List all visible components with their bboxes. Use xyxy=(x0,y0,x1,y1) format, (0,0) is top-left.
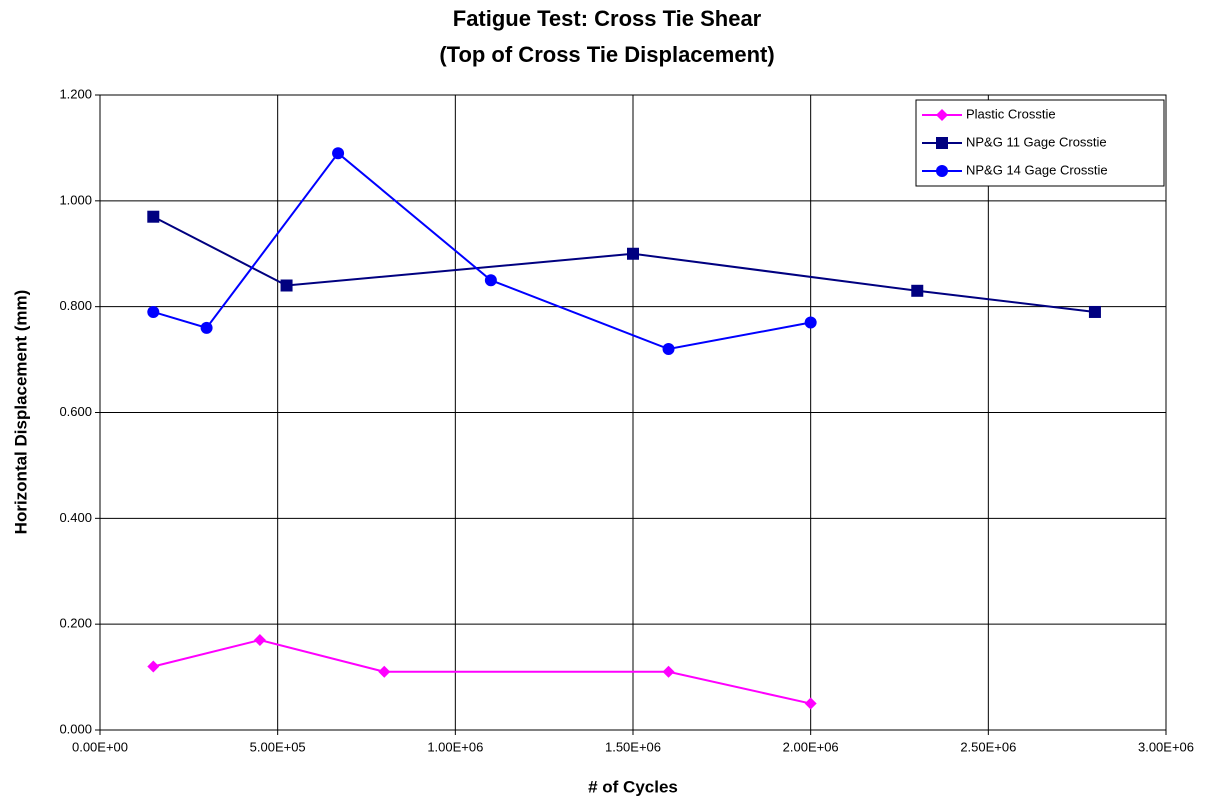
y-axis-label: Horizontal Displacement (mm) xyxy=(11,290,30,535)
marker xyxy=(147,210,160,223)
marker xyxy=(378,665,391,678)
y-tick-label: 0.200 xyxy=(59,616,92,631)
y-tick-label: 0.000 xyxy=(59,721,92,736)
legend-marker xyxy=(936,109,948,121)
marker xyxy=(200,321,213,334)
marker xyxy=(147,305,160,318)
marker xyxy=(911,284,924,297)
legend-marker xyxy=(936,165,948,177)
marker xyxy=(804,697,817,710)
marker xyxy=(662,665,675,678)
marker xyxy=(627,247,639,260)
legend-label: NP&G 14 Gage Crosstie xyxy=(966,162,1108,177)
legend-label: Plastic Crosstie xyxy=(966,106,1056,121)
marker xyxy=(1088,305,1101,318)
marker xyxy=(147,660,160,673)
legend-label: NP&G 11 Gage Crosstie xyxy=(966,134,1107,149)
y-tick-label: 1.200 xyxy=(59,86,92,101)
chart-title: Fatigue Test: Cross Tie Shear xyxy=(453,6,762,31)
marker xyxy=(662,343,675,355)
y-tick-label: 1.000 xyxy=(59,192,92,207)
marker xyxy=(804,316,817,329)
x-tick-label: 2.00E+06 xyxy=(783,739,839,754)
marker xyxy=(332,147,345,160)
x-tick-label: 0.00E+00 xyxy=(72,739,128,754)
marker xyxy=(253,634,266,647)
marker xyxy=(280,279,293,292)
x-tick-label: 1.50E+06 xyxy=(605,739,661,754)
x-tick-label: 5.00E+05 xyxy=(250,739,306,754)
x-tick-label: 2.50E+06 xyxy=(960,739,1016,754)
chart-subtitle: (Top of Cross Tie Displacement) xyxy=(439,42,774,67)
y-tick-label: 0.800 xyxy=(59,298,92,313)
legend-marker xyxy=(936,137,948,149)
x-tick-label: 3.00E+06 xyxy=(1138,739,1194,754)
y-tick-label: 0.600 xyxy=(59,404,92,419)
marker xyxy=(484,274,497,287)
x-axis-label: # of Cycles xyxy=(588,777,678,796)
series-line xyxy=(153,151,811,351)
y-tick-label: 0.400 xyxy=(59,510,92,525)
x-tick-label: 1.00E+06 xyxy=(427,739,483,754)
